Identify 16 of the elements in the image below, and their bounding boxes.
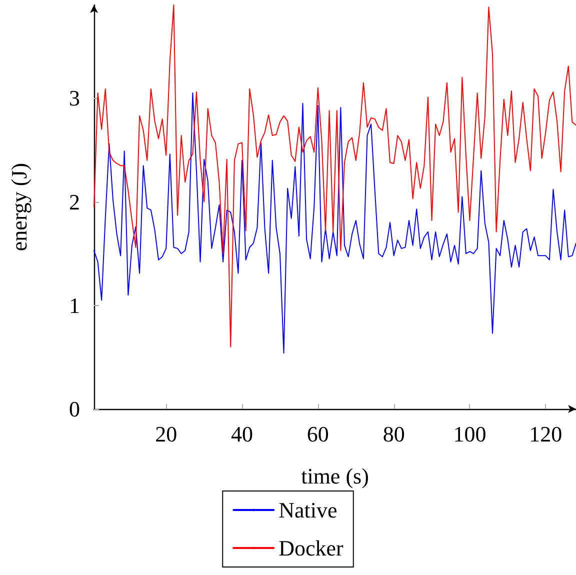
x-tick-label: 60 [306,422,329,446]
line-series [94,4,576,348]
x-tick-label: 40 [231,422,254,446]
x-tick-label: 100 [453,422,486,446]
x-axis-title: time (s) [301,464,369,488]
y-tick-label: 1 [69,292,80,318]
x-tick-label: 80 [382,422,405,446]
y-tick-label: 0 [69,396,80,422]
y-tick-label: 2 [69,189,80,214]
legend-label: Docker [278,536,344,560]
line-series [94,92,576,354]
y-tick-label: 3 [69,86,80,111]
legend-label: Native [278,498,338,522]
y-axis-title: energy (J) [6,162,32,252]
x-tick-label: 20 [155,422,178,446]
x-tick-label: 120 [529,422,562,446]
